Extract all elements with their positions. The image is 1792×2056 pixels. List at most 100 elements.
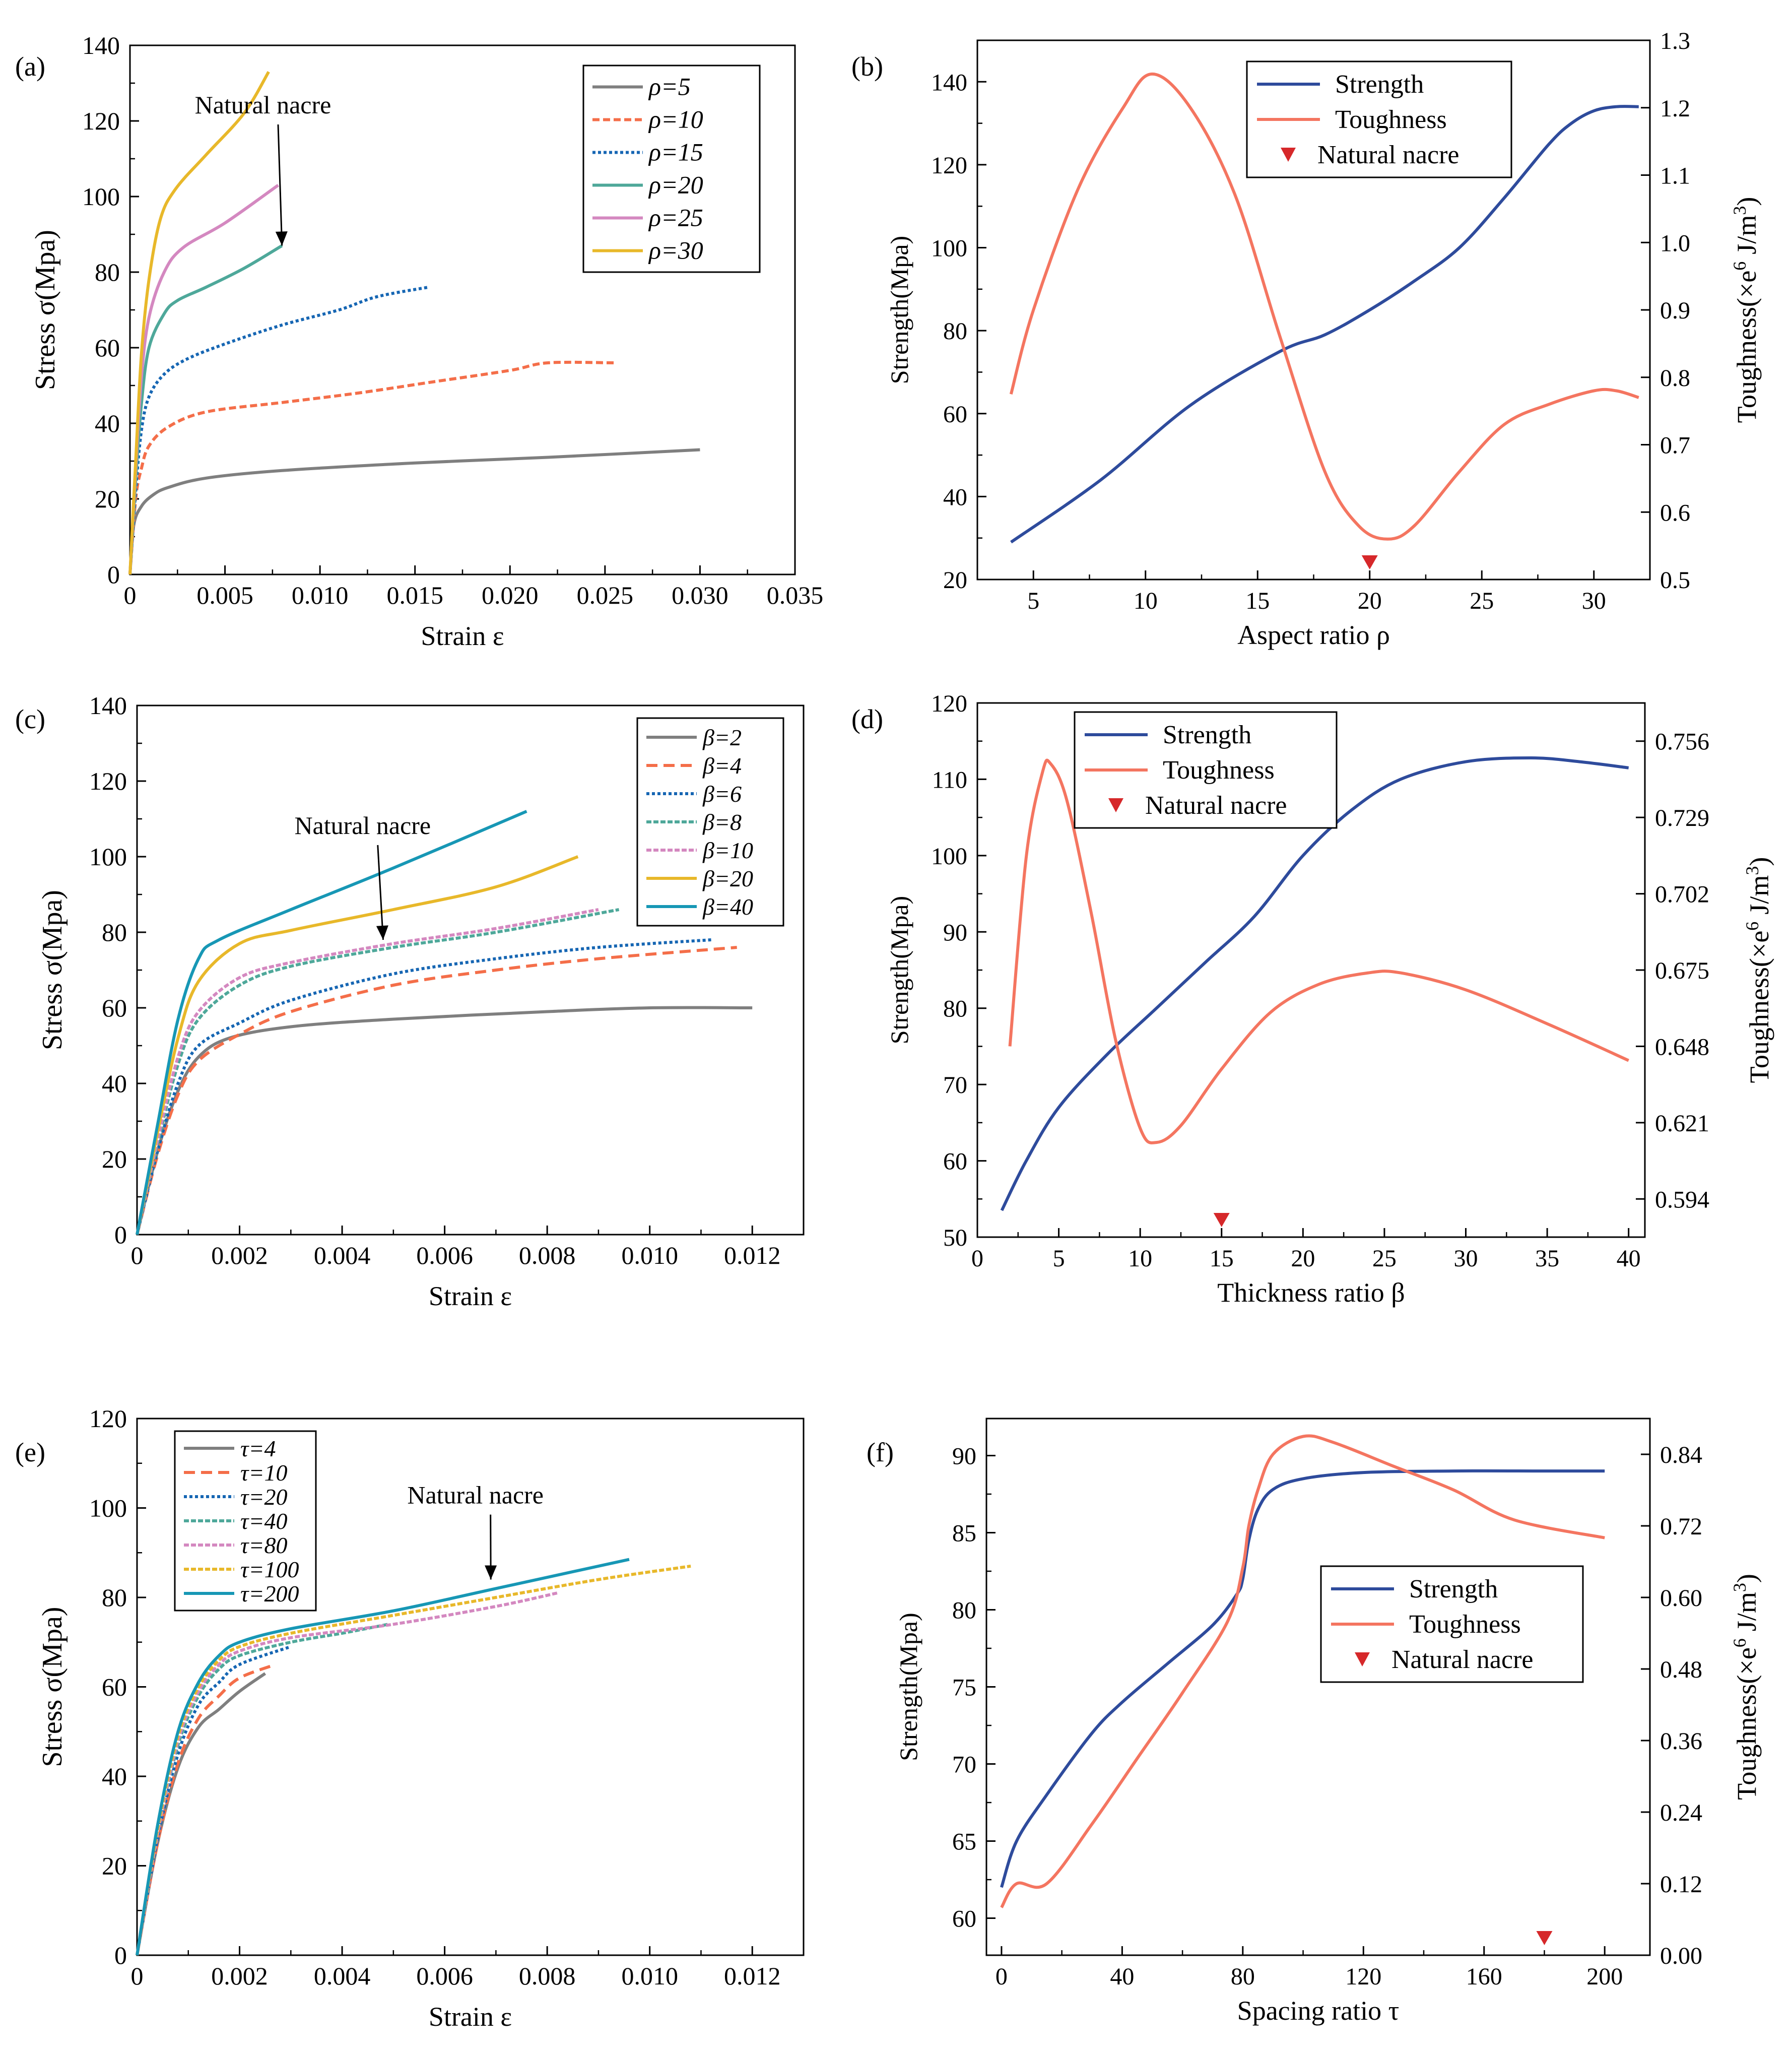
x-tick-label: 0.010 bbox=[292, 581, 349, 609]
x-tick-label: 0.002 bbox=[211, 1962, 268, 1990]
x-tick-label: 120 bbox=[1345, 1963, 1381, 1990]
y-tick-label: 60 bbox=[102, 994, 127, 1022]
y-tick-label: 60 bbox=[952, 1906, 976, 1933]
y-tick-label: 100 bbox=[82, 182, 120, 211]
y-tick-label: 80 bbox=[943, 318, 967, 345]
series-line bbox=[136, 938, 712, 1235]
series-line bbox=[136, 810, 527, 1235]
annotation-natural-nacre: Natural nacre bbox=[407, 1481, 544, 1509]
y-tick-label: 110 bbox=[932, 766, 967, 793]
series-line bbox=[128, 71, 270, 575]
y-tick-label: 20 bbox=[95, 485, 120, 513]
y-tick-label: 40 bbox=[95, 409, 120, 437]
x-tick-label: 0.020 bbox=[482, 581, 539, 609]
series-line bbox=[136, 908, 599, 1235]
natural-nacre-marker bbox=[1213, 1213, 1230, 1227]
annotation-arrow bbox=[277, 124, 283, 246]
y-right-tick-label: 1.3 bbox=[1660, 28, 1690, 54]
x-tick-label: 5 bbox=[1027, 588, 1039, 614]
x-tick-label: 0 bbox=[124, 581, 137, 609]
panel-label: (b) bbox=[851, 51, 883, 82]
y-tick-label: 20 bbox=[102, 1852, 127, 1880]
y-right-tick-label: 0.9 bbox=[1660, 297, 1690, 324]
series-line bbox=[136, 908, 620, 1235]
y-tick-label: 120 bbox=[82, 107, 120, 135]
y-tick-label: 85 bbox=[952, 1520, 976, 1547]
legend-label: τ=100 bbox=[240, 1557, 299, 1582]
x-axis-title: Aspect ratio ρ bbox=[1237, 620, 1390, 650]
series-line bbox=[128, 448, 700, 575]
toughness-line bbox=[1008, 758, 1629, 1144]
series-line bbox=[128, 360, 615, 575]
series-line bbox=[136, 946, 737, 1235]
legend-swatch bbox=[1108, 798, 1123, 812]
y-right-tick-label: 0.5 bbox=[1660, 567, 1690, 594]
x-tick-label: 0.002 bbox=[211, 1241, 268, 1269]
toughness-line bbox=[1000, 1434, 1605, 1908]
series-line bbox=[128, 244, 283, 575]
y-tick-label: 140 bbox=[89, 691, 127, 720]
x-tick-label: 0.012 bbox=[724, 1241, 781, 1269]
y-axis-title: Stress σ(Mpa) bbox=[37, 890, 68, 1050]
x-tick-label: 160 bbox=[1466, 1963, 1502, 1990]
y-tick-label: 60 bbox=[102, 1673, 127, 1701]
y-right-tick-label: 0.6 bbox=[1660, 499, 1690, 526]
x-axis-title: Strain ε bbox=[421, 621, 504, 651]
y-tick-label: 80 bbox=[102, 1583, 127, 1612]
x-tick-label: 200 bbox=[1586, 1963, 1623, 1990]
x-tick-label: 40 bbox=[1110, 1963, 1134, 1990]
series-line bbox=[136, 1558, 630, 1956]
legend-label: τ=200 bbox=[240, 1581, 299, 1607]
panel-label: (d) bbox=[851, 704, 883, 734]
x-tick-label: 0.030 bbox=[672, 581, 728, 609]
y-right-tick-label: 1.1 bbox=[1660, 163, 1690, 189]
y-axis-title: Stress σ(Mpa) bbox=[30, 230, 61, 390]
y-axis-title: Strength(Mpa) bbox=[894, 1613, 922, 1761]
y-tick-label: 140 bbox=[931, 69, 967, 96]
y-right-tick-label: 0.7 bbox=[1660, 432, 1690, 459]
plot-frame bbox=[985, 1418, 1651, 1956]
x-axis-title: Strain ε bbox=[429, 2002, 512, 2032]
y-tick-label: 80 bbox=[102, 918, 127, 946]
x-tick-label: 0.012 bbox=[724, 1962, 781, 1990]
legend-label: β=6 bbox=[702, 781, 742, 807]
y-tick-label: 80 bbox=[952, 1597, 976, 1624]
y-right-tick-label: 0.729 bbox=[1655, 805, 1709, 831]
x-tick-label: 20 bbox=[1291, 1245, 1315, 1272]
y-right-tick-label: 0.702 bbox=[1655, 881, 1709, 908]
annotation-natural-nacre: Natural nacre bbox=[294, 811, 431, 840]
series-line bbox=[136, 1663, 276, 1956]
panel-d: (d) 0 5 10 15 20 25 30 35 40 50 60 70 80 90 100 110 120 Th… bbox=[851, 690, 1774, 1308]
y-tick-label: 60 bbox=[943, 401, 967, 428]
toughness-line bbox=[1009, 72, 1639, 541]
y-axis-title: Strength(Mpa) bbox=[885, 896, 913, 1044]
series-line bbox=[128, 286, 429, 575]
legend-label: τ=20 bbox=[240, 1484, 288, 1510]
x-tick-label: 0.008 bbox=[519, 1962, 576, 1990]
legend-label: β=2 bbox=[702, 725, 742, 750]
legend-label: β=8 bbox=[702, 809, 742, 835]
strength-line bbox=[1000, 756, 1629, 1211]
x-tick-label: 0.006 bbox=[416, 1241, 473, 1269]
y-right-tick-label: 0.72 bbox=[1660, 1513, 1702, 1540]
legend-label: Natural nacre bbox=[1145, 791, 1287, 820]
x-tick-label: 0 bbox=[995, 1963, 1008, 1990]
y-tick-label: 140 bbox=[82, 31, 120, 59]
legend-label: Natural nacre bbox=[1317, 141, 1459, 169]
y-right-tick-label: 0.8 bbox=[1660, 365, 1690, 392]
y-tick-label: 50 bbox=[943, 1225, 967, 1251]
legend-label: Toughness bbox=[1163, 756, 1275, 785]
panel-c: (c) 0 0.002 0.004 0.006 0.008 0.010 0.012 0 20 40 6… bbox=[15, 691, 805, 1311]
x-tick-label: 0 bbox=[971, 1245, 983, 1272]
y-tick-label: 65 bbox=[952, 1829, 976, 1855]
y-tick-label: 100 bbox=[89, 1494, 127, 1522]
legend-label: Toughness bbox=[1409, 1610, 1521, 1639]
series-line bbox=[136, 1591, 558, 1956]
x-tick-label: 0.006 bbox=[416, 1962, 473, 1990]
x-tick-label: 10 bbox=[1134, 588, 1158, 614]
legend-label: ρ=30 bbox=[648, 236, 703, 265]
y-right-tick-label: 0.48 bbox=[1660, 1656, 1702, 1683]
y-tick-label: 40 bbox=[102, 1762, 127, 1790]
y-tick-label: 0 bbox=[107, 560, 120, 589]
